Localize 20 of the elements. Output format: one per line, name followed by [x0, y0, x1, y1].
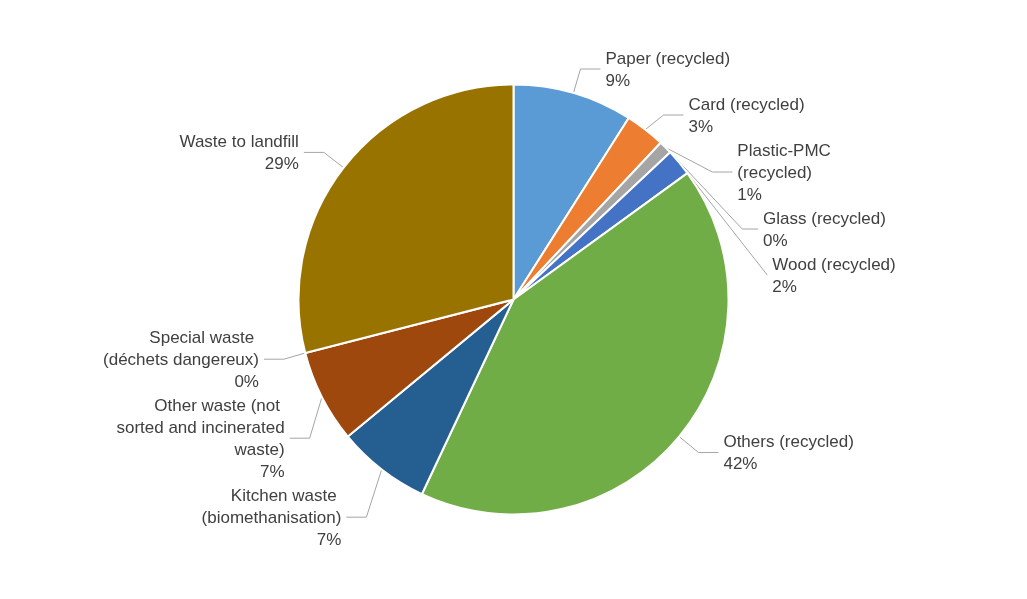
- data-label: 3%: [688, 116, 714, 136]
- data-label: 29%: [264, 153, 299, 173]
- legend-label: Special waste (déchets dangereux): [103, 327, 259, 369]
- data-label: 9%: [605, 70, 631, 90]
- data-label: 1%: [737, 184, 762, 204]
- data-label: 7%: [260, 461, 285, 481]
- data-label: 2%: [772, 276, 797, 296]
- slice-label: Plastic-PMC (recycled): [737, 140, 836, 182]
- text: 0%: [763, 230, 788, 250]
- slice-label: Kitchen waste (biomethanisation): [201, 485, 342, 527]
- data-label: 7%: [316, 529, 342, 549]
- slice-label: Others (recycled): [723, 431, 854, 451]
- slice-label: Wood (recycled): [772, 254, 896, 274]
- data-label: 42%: [723, 453, 758, 473]
- slice-label: Waste to landfill: [179, 131, 299, 151]
- slice-label: Paper (recycled): [605, 48, 731, 68]
- slice-label: Card (recycled): [688, 94, 805, 114]
- category-label: Glass (recycled): [763, 208, 886, 228]
- slice-label: Other waste (not sorted and incinerated waste): [116, 395, 285, 459]
- text: 0%: [234, 371, 259, 391]
